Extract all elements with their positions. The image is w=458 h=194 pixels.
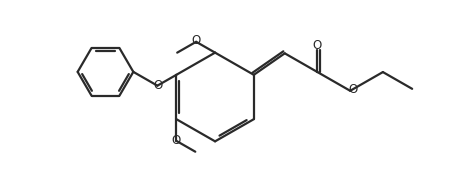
Text: O: O (191, 34, 201, 47)
Text: O: O (172, 134, 181, 147)
Text: O: O (313, 39, 322, 52)
Text: O: O (154, 79, 163, 92)
Text: O: O (349, 83, 358, 96)
